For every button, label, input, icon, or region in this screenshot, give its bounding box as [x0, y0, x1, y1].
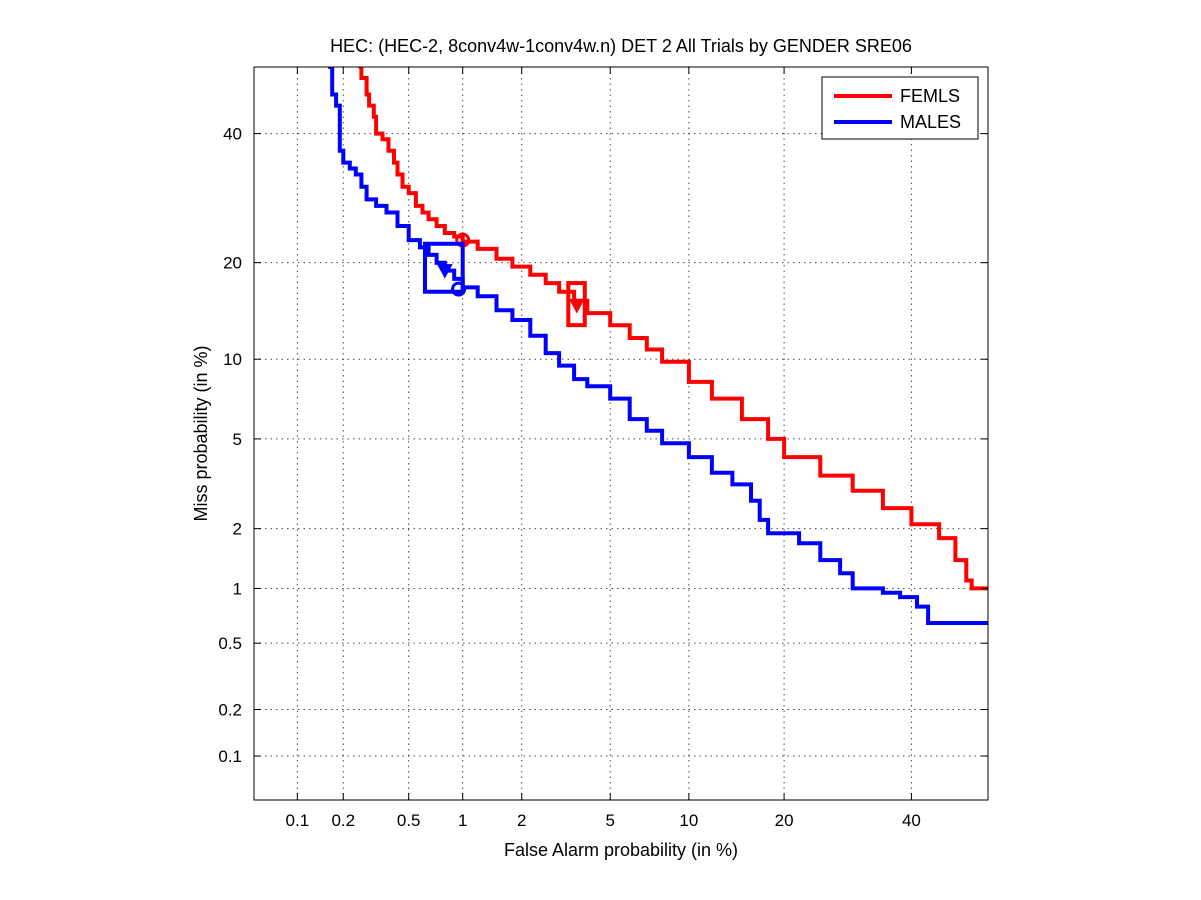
series-line-males: [328, 67, 988, 625]
y-tick-label: 0.2: [218, 701, 242, 720]
x-tick-label: 40: [902, 811, 921, 830]
y-tick-label: 0.5: [218, 634, 242, 653]
x-tick-label: 5: [605, 811, 614, 830]
series-lines: [328, 67, 988, 625]
y-tick-label: 5: [233, 430, 242, 449]
x-tick-label: 0.2: [331, 811, 355, 830]
plot-frame: [253, 66, 989, 801]
actual-dcf-triangle-femls: [568, 298, 585, 314]
y-tick-label: 1: [233, 579, 242, 598]
x-tick-label: 10: [679, 811, 698, 830]
x-tick-label: 2: [517, 811, 526, 830]
actual-dcf-triangle-males: [436, 264, 453, 279]
x-tick-label: 1: [458, 811, 467, 830]
y-tick-label: 10: [223, 350, 242, 369]
legend: FEMLS MALES: [821, 76, 979, 140]
y-axis-title: Miss probability (in %): [191, 345, 211, 521]
y-tick-label: 20: [223, 254, 242, 273]
legend-label-femls: FEMLS: [900, 86, 960, 106]
confidence-box-males: [422, 241, 465, 294]
x-axis-title: False Alarm probability (in %): [504, 840, 738, 860]
x-tick-label: 0.5: [397, 811, 421, 830]
x-tick-label: 20: [775, 811, 794, 830]
x-tick-label: 0.1: [286, 811, 310, 830]
operating-point-markers: [422, 232, 587, 328]
legend-label-males: MALES: [900, 112, 961, 132]
y-tick-label: 2: [233, 520, 242, 539]
legend-box: [821, 76, 979, 140]
chart-title: HEC: (HEC-2, 8conv4w-1conv4w.n) DET 2 Al…: [330, 36, 912, 56]
y-tick-label: 40: [223, 125, 242, 144]
confidence-box-femls: [566, 281, 587, 328]
series-line-femls: [358, 67, 988, 591]
axis-tick-labels: 0.1 0.2 0.5 1 2 5 10 20 40 0.1 0.2 0.5 1 2 5 10 20 40: [218, 125, 921, 830]
axis-ticks: [254, 67, 988, 800]
y-tick-label: 0.1: [218, 747, 242, 766]
